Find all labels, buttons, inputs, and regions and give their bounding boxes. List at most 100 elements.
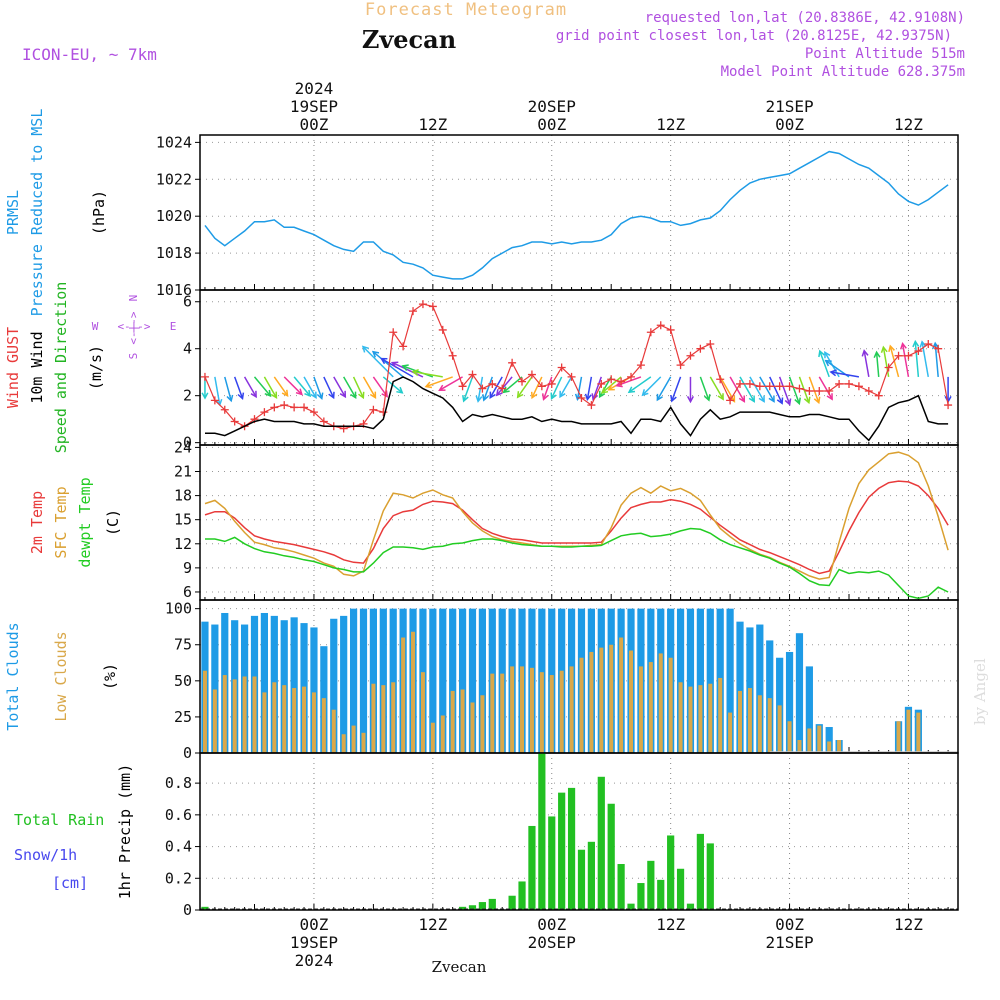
wind-arrow	[517, 376, 533, 398]
low-cloud-bar	[678, 682, 683, 753]
low-cloud-bar	[787, 721, 792, 753]
wind-arrow-head	[776, 397, 784, 405]
wind-arrow	[656, 376, 672, 401]
rain-bar	[696, 833, 704, 910]
wind-arrow-head	[686, 396, 694, 404]
wind-arrow	[412, 370, 443, 378]
wind-arrow-head	[826, 393, 833, 401]
gust-marker	[428, 302, 437, 311]
time-label-bottom: 12Z	[418, 915, 447, 934]
clouds-panel: 0 25 50 75 100 Total Clouds Low Clouds (%)	[4, 599, 959, 762]
low-cloud-bar	[480, 695, 485, 753]
gust-marker	[438, 325, 447, 334]
gust-marker	[676, 361, 685, 370]
wind-arrow-head	[873, 350, 881, 358]
model-point-altitude: Model Point Altitude 628.375m	[721, 64, 965, 80]
wind-arrow	[709, 376, 724, 400]
wind-arrow	[759, 376, 775, 402]
gust-marker	[894, 351, 903, 360]
wind-arrow	[863, 350, 870, 378]
low-cloud-bar	[222, 675, 227, 753]
dewpoint-line	[205, 527, 949, 600]
total-cloud-bar	[676, 608, 685, 753]
wind-arrow-head	[250, 390, 257, 399]
rain-bar	[597, 776, 605, 910]
time-label-bottom: 00Z	[775, 915, 804, 934]
time-label-top: 20SEP	[528, 97, 576, 116]
pressure-panel: 1016 1018 1020 1022 1024 PRMSL Pressure Reduce…	[4, 109, 959, 316]
gust-marker	[726, 396, 735, 405]
wind-arrow	[462, 376, 474, 402]
wind-arrow	[559, 376, 573, 398]
low-cloud-bar	[430, 722, 435, 753]
total-cloud-bar	[825, 727, 833, 753]
low-cloud-bar	[837, 740, 842, 753]
gust-marker	[815, 386, 824, 395]
total-cloud-bar	[805, 666, 813, 753]
total-cloud-bar	[468, 608, 477, 753]
low-cloud-bar	[698, 685, 703, 753]
gust-marker	[874, 391, 883, 400]
rain-bar	[617, 864, 625, 910]
wind-arrow-head	[489, 391, 496, 399]
total-cloud-bar	[349, 608, 358, 753]
legend-snow: Snow/1h	[14, 846, 77, 864]
wind-arrow-head	[328, 391, 335, 400]
wind-arrow-head	[530, 391, 538, 400]
gust-marker	[924, 340, 933, 349]
wind-arrow	[402, 365, 434, 378]
wind-arrow	[263, 376, 278, 398]
temperature-panel: 6 9 12 15 18 21 24 2m Temp SFC Temp dewpt Temp (C)	[28, 438, 959, 601]
wind-arrow	[224, 376, 232, 402]
wind-arrow	[542, 376, 553, 400]
wind-arrow-head	[803, 396, 811, 405]
gust-marker	[864, 386, 873, 395]
wind-arrow	[343, 376, 357, 398]
y-axis-label: PRMSL	[4, 190, 22, 235]
low-cloud-bar	[510, 666, 515, 753]
y-tick-label: 21	[174, 463, 192, 481]
wind-arrow	[503, 376, 523, 393]
time-label-top: 19SEP	[290, 97, 338, 116]
wind-arrow-head	[304, 389, 312, 398]
wind-arrow	[586, 376, 593, 400]
wind-arrow-head	[670, 394, 677, 403]
low-cloud-bar	[609, 644, 614, 753]
wind-arrow	[830, 371, 860, 378]
y-axis-label: Low Clouds	[52, 631, 70, 721]
rain-bar	[657, 879, 665, 910]
y-axis-label: (m/s)	[87, 345, 105, 390]
total-cloud-bar	[686, 608, 695, 753]
wind-arrow-head	[758, 395, 765, 403]
time-label-bottom: 00Z	[537, 915, 566, 934]
wind-arrow	[352, 376, 364, 399]
wind-arrow-head	[371, 350, 380, 358]
wind-arrow-head	[784, 398, 792, 406]
total-cloud-bar	[369, 608, 377, 753]
rain-bar	[548, 816, 556, 910]
total-cloud-bar	[359, 608, 368, 753]
low-cloud-bar	[569, 666, 574, 753]
total-cloud-bar	[726, 608, 734, 753]
low-cloud-bar	[361, 732, 366, 753]
watermark: by Angel	[971, 658, 989, 725]
low-cloud-bar	[321, 698, 326, 753]
time-label-bottom: 12Z	[656, 915, 685, 934]
low-cloud-bar	[658, 653, 663, 753]
rain-bar	[468, 905, 477, 910]
gust-marker	[527, 370, 536, 379]
low-cloud-bar	[212, 689, 217, 753]
wind-arrow	[372, 351, 404, 378]
gust-marker	[448, 351, 457, 360]
rain-bar	[607, 803, 615, 910]
low-cloud-bar	[807, 728, 812, 753]
low-cloud-bar	[411, 631, 416, 753]
wind-arrow	[628, 376, 652, 393]
gust-marker	[785, 382, 794, 391]
wind-arrow	[550, 376, 563, 399]
gust-marker	[795, 384, 804, 393]
wind-arrow-head	[598, 390, 606, 399]
time-label-top: 00Z	[299, 115, 328, 134]
wind-arrow	[749, 376, 765, 402]
